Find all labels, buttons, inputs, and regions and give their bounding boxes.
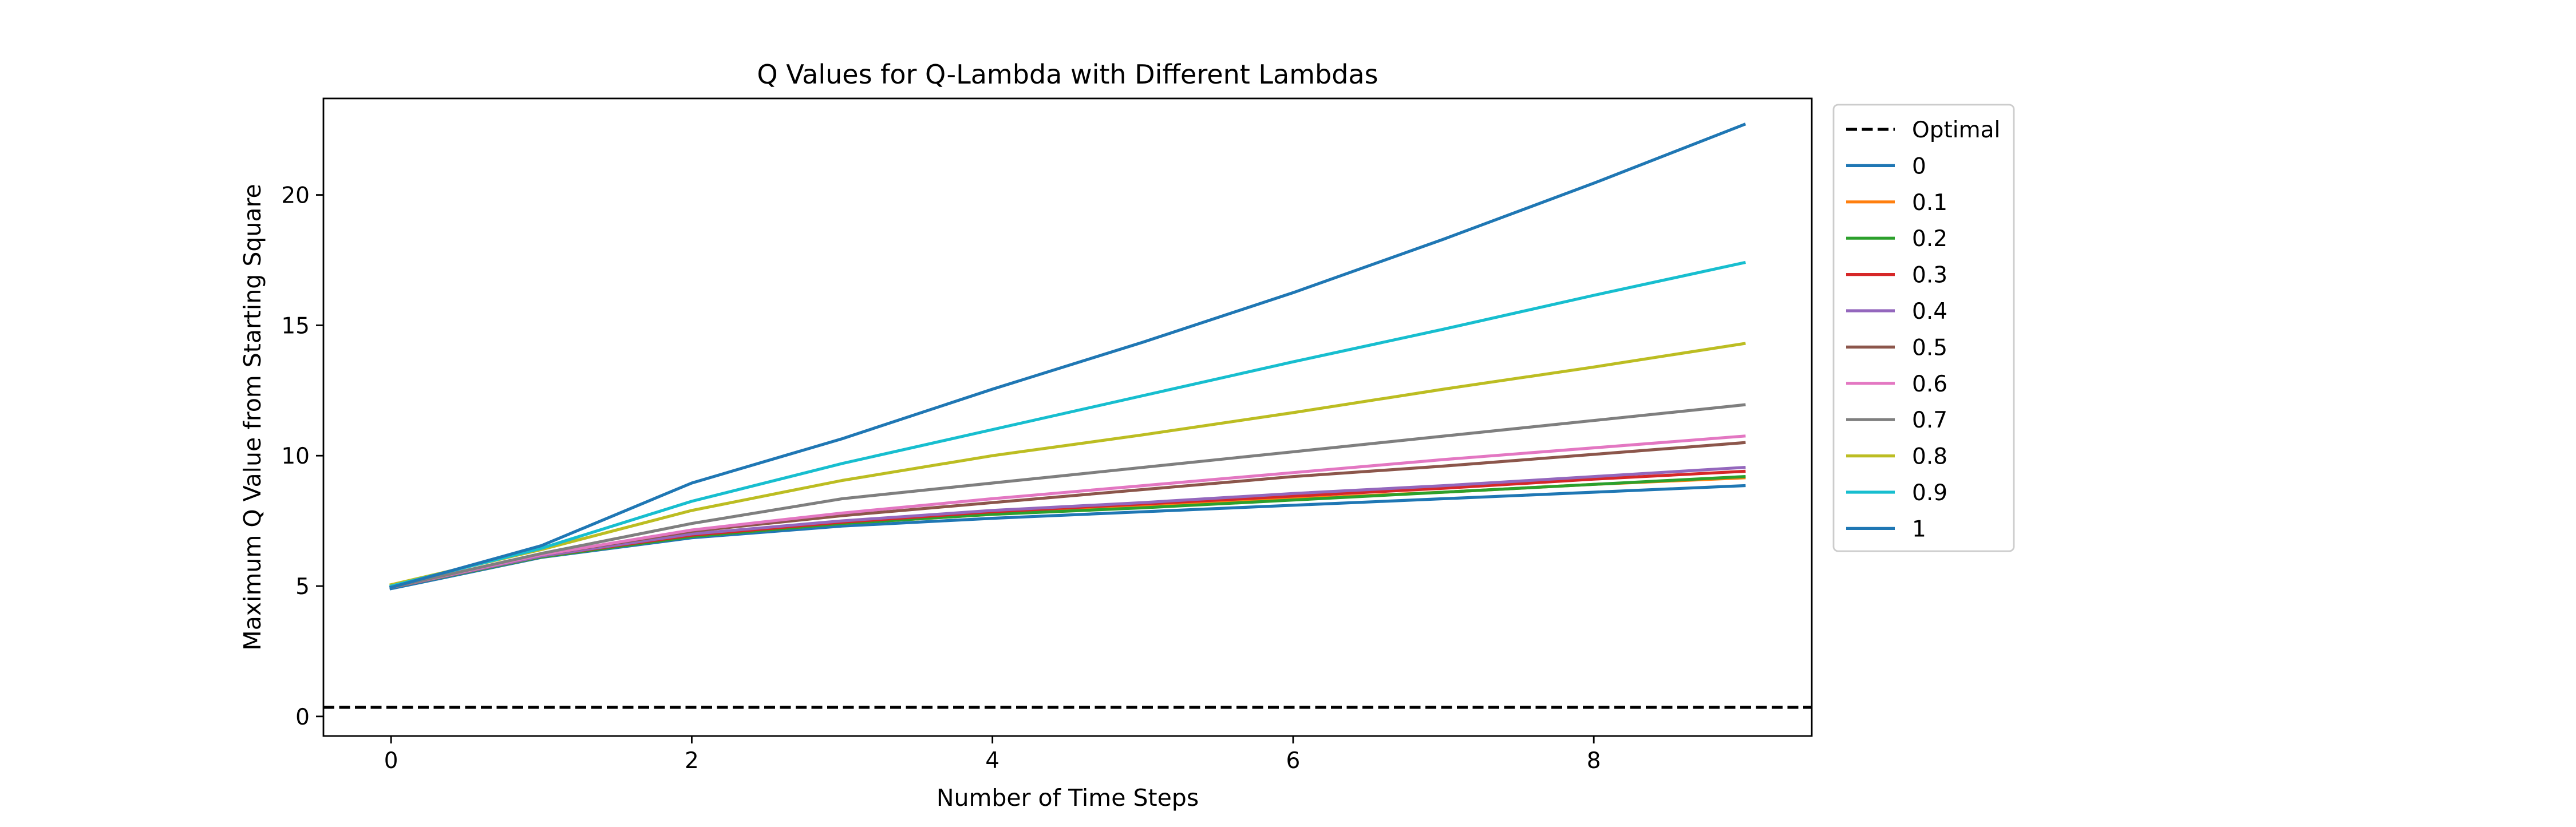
legend-label: 0.2 xyxy=(1912,226,1947,252)
legend-label: 0.5 xyxy=(1912,335,1947,361)
y-tick-label: 10 xyxy=(281,444,310,469)
legend-label: 1 xyxy=(1912,516,1926,542)
y-tick-label: 0 xyxy=(295,705,310,730)
series-line-0-7 xyxy=(389,403,1746,589)
x-axis-label: Number of Time Steps xyxy=(937,784,1199,812)
legend-label: 0.3 xyxy=(1912,263,1947,288)
series-line-0-9 xyxy=(389,260,1746,588)
axes: 0 2 4 6 8 0 5 10 15 20 xyxy=(281,97,1813,774)
legend-box xyxy=(1832,104,2015,552)
series-line-0-8 xyxy=(389,342,1746,587)
legend-label: 0 xyxy=(1912,153,1926,179)
plot-lines xyxy=(323,122,1812,709)
x-tick-label: 6 xyxy=(1286,748,1301,774)
y-tick-label: 5 xyxy=(295,574,310,600)
legend-label: 0.1 xyxy=(1912,190,1947,216)
chart-title: Q Values for Q-Lambda with Different Lam… xyxy=(757,59,1378,90)
x-tick-label: 4 xyxy=(985,748,999,774)
y-axis-label: Maximum Q Value from Starting Square xyxy=(239,184,266,650)
legend-label: Optimal xyxy=(1912,117,2000,143)
legend-label: 0.8 xyxy=(1912,444,1947,470)
legend-label: 0.4 xyxy=(1912,299,1947,325)
x-tick-label: 8 xyxy=(1587,748,1601,774)
y-tick-label: 20 xyxy=(281,183,310,209)
legend-label: 0.6 xyxy=(1912,371,1947,397)
plot-frame xyxy=(322,97,1813,737)
series-line-0-3 xyxy=(389,469,1746,589)
legend-label: 0.9 xyxy=(1912,480,1947,506)
series-line-1 xyxy=(389,122,1747,589)
x-tick-label: 2 xyxy=(685,748,699,774)
y-tick-label: 15 xyxy=(281,313,310,339)
series-line-0-6 xyxy=(389,434,1746,589)
legend-label: 0.7 xyxy=(1912,407,1947,433)
legend: Optimal 0 0.1 0.2 0.3 0.4 0.5 0.6 0.7 0.8 0.9 1 xyxy=(1832,104,2015,552)
x-tick-label: 0 xyxy=(384,748,398,774)
series-line-0-4 xyxy=(389,465,1746,589)
